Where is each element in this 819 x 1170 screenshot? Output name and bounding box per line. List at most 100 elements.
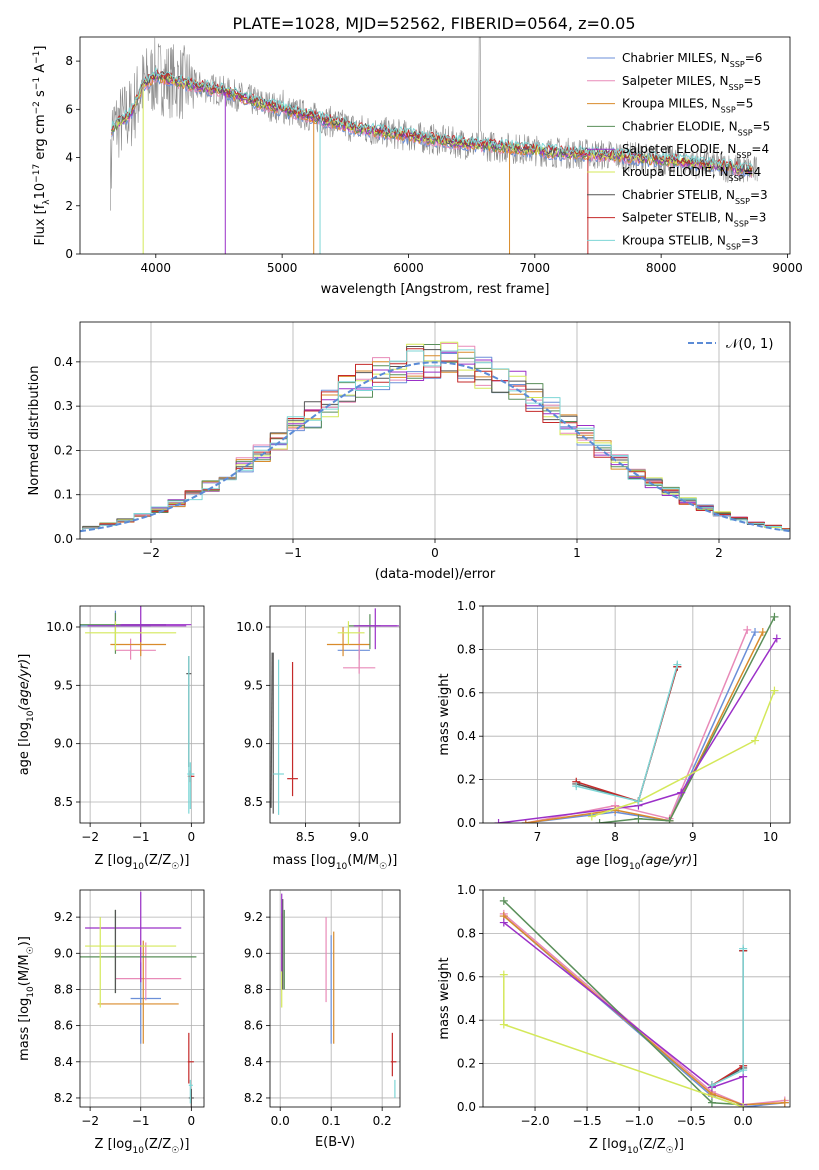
y-tick-label: 8.4 <box>244 1055 263 1069</box>
weight-line-salpeter-elodie <box>498 638 778 823</box>
y-axis-label: mass weight <box>437 673 452 755</box>
y-tick-label: 8.6 <box>54 1019 73 1033</box>
x-tick-label: 4000 <box>141 261 172 275</box>
legend-label: 𝒩(0, 1) <box>726 337 773 352</box>
y-tick-label: 9.5 <box>54 678 73 692</box>
x-tick-label: 0 <box>188 1114 196 1128</box>
plot-area <box>281 893 397 1098</box>
x-tick-label: 10 <box>763 830 778 844</box>
x-tick-label: 8000 <box>646 261 677 275</box>
legend-label: Salpeter MILES, NSSP=5 <box>622 74 761 92</box>
y-tick-label: 9.5 <box>244 678 263 692</box>
y-tick-label: 9.0 <box>244 946 263 960</box>
weight-line-kroupa-stelib <box>576 664 679 803</box>
x-tick-label: 9 <box>689 830 697 844</box>
figure-title: PLATE=1028, MJD=52562, FIBERID=0564, z=0… <box>232 14 635 33</box>
axes-frame <box>269 889 401 1108</box>
weight-marker <box>499 970 508 979</box>
weight-line-salpeter-miles <box>525 629 748 823</box>
weight-line-salpeter-stelib <box>576 666 679 803</box>
weight-marker <box>739 944 748 953</box>
plot-area <box>110 37 758 254</box>
legend-label: Kroupa MILES, NSSP=5 <box>622 97 753 115</box>
y-tick-label: 0.8 <box>457 926 476 940</box>
weight-marker <box>595 819 604 823</box>
y-tick-label: 8.8 <box>54 982 73 996</box>
mass-vs-metallicity-panel: −2 −1 0 8.2 8.4 8.6 8.8 9.0 9.2 Z [log10(Z/Z☉)] ma… <box>17 889 205 1156</box>
weight-marker <box>634 797 643 806</box>
weight-line-salpeter-elodie <box>503 921 744 1105</box>
axis-label: Flux [fλ10−17 erg cm−2 s−1 A−1] <box>32 46 52 246</box>
legend-label: Salpeter STELIB, NSSP=3 <box>622 211 766 229</box>
x-tick-label: −2 <box>142 546 160 560</box>
y-tick-label: 0.2 <box>457 1057 476 1071</box>
weight-marker <box>499 896 508 905</box>
weight-line-kroupa-miles <box>525 631 764 823</box>
y-tick-label: 0.4 <box>457 729 476 743</box>
x-tick-label: −1 <box>132 1114 150 1128</box>
weight-marker <box>494 819 503 823</box>
weight-marker <box>772 634 781 643</box>
y-tick-label: 9.0 <box>54 737 73 751</box>
x-tick-label: −2 <box>81 1114 99 1128</box>
x-tick-label: 9000 <box>772 261 803 275</box>
y-tick-label: 0.8 <box>457 642 476 656</box>
x-tick-label: −1.5 <box>572 1114 601 1128</box>
weight-marker <box>739 1066 748 1075</box>
legend-label: Chabrier MILES, NSSP=6 <box>622 51 762 69</box>
legend-label: Chabrier ELODIE, NSSP=5 <box>622 119 770 137</box>
x-tick-label: 5000 <box>267 261 298 275</box>
weight-marker <box>758 628 767 637</box>
x-tick-label: 8.5 <box>296 830 315 844</box>
mass-vs-ebv-panel: 0.0 0.1 0.2 8.2 8.4 8.6 8.8 9.0 9.2 E(B-V) <box>244 889 401 1150</box>
x-tick-label: 8 <box>611 830 619 844</box>
x-tick-label: −2 <box>81 830 99 844</box>
weight-marker <box>739 1103 748 1107</box>
axes-frame <box>269 605 401 824</box>
y-tick-label: 8.5 <box>244 795 263 809</box>
model-spectrum-kroupa-stelib <box>111 67 753 170</box>
y-tick-label: 9.2 <box>54 910 73 924</box>
weight-marker <box>499 1020 508 1029</box>
y-tick-label: 8.4 <box>54 1055 73 1069</box>
y-tick-label: 10.0 <box>46 620 73 634</box>
x-tick-label: 0.0 <box>734 1114 753 1128</box>
x-axis-label: (data-model)/error <box>375 567 496 582</box>
axes-frame <box>79 36 791 255</box>
plot-area <box>494 612 781 823</box>
y-tick-label: 1.0 <box>457 883 476 897</box>
y-tick-label: 8.5 <box>54 795 73 809</box>
y-axis-label: Normed distribution <box>27 366 42 496</box>
spectrum-panel: 4000 5000 6000 7000 8000 9000 0 2 4 6 8 Chabrier MI… <box>32 36 803 297</box>
y-tick-label: 0.0 <box>54 532 73 546</box>
axis-label: Z [log10(Z/Z☉)] <box>95 1137 190 1156</box>
weight-marker <box>707 1081 716 1090</box>
weight-marker <box>770 686 779 695</box>
x-tick-label: 0 <box>188 830 196 844</box>
legend-label: Kroupa ELODIE, NSSP=4 <box>622 165 761 183</box>
x-tick-label: 1 <box>573 546 581 560</box>
weight-marker <box>634 814 643 823</box>
plot-area <box>499 896 789 1107</box>
y-tick-label: 0.0 <box>457 816 476 830</box>
legend-label: Kroupa STELIB, NSSP=3 <box>622 233 759 251</box>
y-tick-label: 9.0 <box>244 737 263 751</box>
y-tick-label: 2 <box>65 199 73 213</box>
weight-line-kroupa-elodie <box>591 690 776 818</box>
y-tick-label: 0.6 <box>457 686 476 700</box>
axes-frame <box>79 321 791 540</box>
x-tick-label: 0.2 <box>373 1114 392 1128</box>
axis-label: age [log10(age/yr)] <box>17 654 36 776</box>
axis-label: age [log10(age/yr)] <box>576 853 698 872</box>
y-tick-label: 8.8 <box>244 982 263 996</box>
y-tick-label: 10.0 <box>236 620 263 634</box>
weight-vs-metallicity-panel: −2.0 −1.5 −1.0 −0.5 0.0 0.0 0.2 0.4 0.6 0.8 1.0 Z [… <box>437 883 791 1156</box>
weight-line-chabrier-elodie <box>599 616 776 823</box>
axes-frame <box>79 605 205 824</box>
weight-marker <box>743 625 752 634</box>
histogram-salpeter-stelib <box>80 348 790 531</box>
y-tick-label: 8.2 <box>54 1091 73 1105</box>
weight-marker <box>780 1098 789 1107</box>
y-tick-label: 0.3 <box>54 399 73 413</box>
legend-label: Chabrier STELIB, NSSP=3 <box>622 188 768 206</box>
